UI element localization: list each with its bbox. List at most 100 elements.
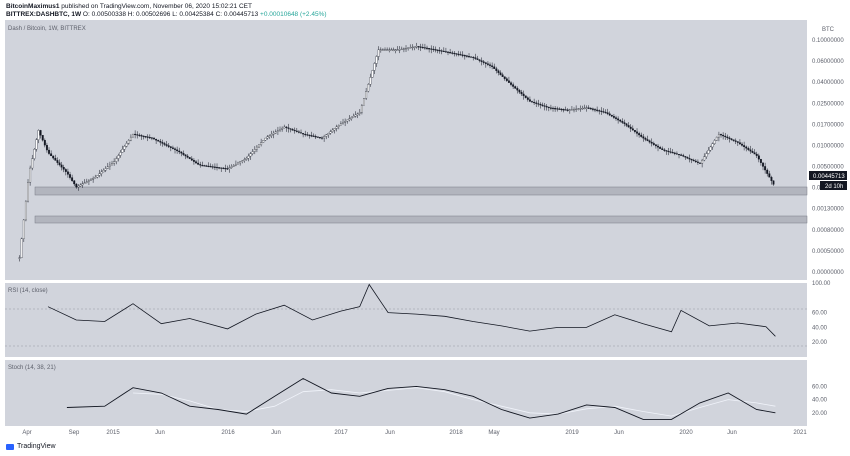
candle-body xyxy=(348,118,351,121)
candle-body xyxy=(640,134,643,137)
rsi-axis: 100.00 60.00 40.00 20.00 xyxy=(812,281,831,346)
candle-body xyxy=(190,158,193,161)
candle-body xyxy=(373,63,376,71)
candle-body xyxy=(325,134,328,137)
candle-body xyxy=(552,107,554,109)
candle-body xyxy=(201,165,204,167)
candle-body xyxy=(188,157,191,159)
candle-body xyxy=(461,54,464,56)
candle-body xyxy=(163,143,166,145)
candle-body xyxy=(83,182,86,184)
candle-body xyxy=(203,165,206,167)
candle-body xyxy=(665,150,668,152)
candle-body xyxy=(734,140,737,142)
candle-body xyxy=(709,146,712,151)
candle-body xyxy=(398,49,401,51)
rsi-tick-label: 60.00 xyxy=(812,311,828,317)
time-tick-label: Jun xyxy=(385,430,395,436)
candle-body xyxy=(62,167,65,170)
candle-body xyxy=(562,109,565,111)
candle-body xyxy=(339,123,342,126)
candle-body xyxy=(392,49,395,51)
candle-body xyxy=(402,48,405,50)
candle-body xyxy=(174,148,176,150)
candle-body xyxy=(60,164,63,168)
candle-body xyxy=(625,123,628,126)
candle-body xyxy=(623,122,626,124)
support-zone-upper xyxy=(34,186,808,196)
candle-body xyxy=(182,153,185,155)
candle-body xyxy=(478,59,481,61)
candle-body xyxy=(213,166,216,168)
published-text: published on TradingView.com, November 0… xyxy=(61,3,252,10)
last-price-value: 0.00445713 xyxy=(813,174,845,180)
candle-body xyxy=(453,52,456,55)
candle-body xyxy=(457,53,460,55)
stoch-k-line xyxy=(66,377,776,420)
candle-body xyxy=(608,113,611,116)
candle-body xyxy=(144,136,147,138)
candle-body xyxy=(377,49,380,57)
candle-body xyxy=(228,167,231,169)
rsi-pane-bg xyxy=(5,283,807,357)
candle-body xyxy=(432,48,435,51)
candle-body xyxy=(484,62,487,64)
candle-body xyxy=(379,49,382,51)
candle-body xyxy=(27,182,29,202)
candle-body xyxy=(684,156,687,158)
time-tick-label: Jun xyxy=(727,430,737,436)
candle-body xyxy=(663,149,666,151)
candle-body xyxy=(39,130,42,136)
candle-body xyxy=(600,110,603,112)
candle-body xyxy=(661,148,664,150)
candle-body xyxy=(757,155,760,160)
candle-body xyxy=(444,51,447,53)
candle-body xyxy=(711,143,714,148)
time-tick-label: May xyxy=(488,430,499,436)
candle-body xyxy=(764,166,767,171)
candle-body xyxy=(675,153,678,155)
time-axis: Apr Sep 2015 Jun 2016 Jun 2017 Jun 2018 May 2019 Ju… xyxy=(22,430,807,436)
candle-body xyxy=(43,140,46,146)
candle-body xyxy=(24,200,27,221)
price-tick-label: 0.00050000 xyxy=(812,249,844,255)
candle-body xyxy=(497,70,500,73)
candle-body xyxy=(474,57,477,59)
candle-body xyxy=(545,106,548,108)
candle-body xyxy=(297,131,300,133)
stoch-d-line xyxy=(132,387,776,417)
main-chart-title: Dash / Bitcoin, 1W, BITTREX xyxy=(8,26,86,32)
candle-body xyxy=(556,108,559,110)
candle-body xyxy=(237,162,239,165)
candle-body xyxy=(224,168,227,170)
candle-body xyxy=(696,161,699,163)
candle-body xyxy=(69,174,71,178)
candle-body xyxy=(310,135,313,137)
candle-body xyxy=(566,109,569,111)
candle-body xyxy=(125,143,128,147)
time-tick-label: 2017 xyxy=(334,430,348,436)
candle-body xyxy=(459,54,462,56)
candle-body xyxy=(73,180,76,185)
candle-body xyxy=(476,58,479,60)
stoch-title: Stoch (14, 38, 21) xyxy=(8,365,56,371)
candle-body xyxy=(356,113,359,116)
candle-body xyxy=(638,133,641,136)
candle-body xyxy=(501,74,504,77)
candle-body xyxy=(138,134,141,136)
candle-body xyxy=(736,141,739,143)
candle-body xyxy=(249,153,252,157)
candle-body xyxy=(22,219,25,239)
candle-body xyxy=(470,56,473,58)
candle-body xyxy=(192,160,195,162)
last-price-tag xyxy=(809,171,847,180)
candle-body xyxy=(715,136,718,141)
candle-body xyxy=(768,173,771,178)
candle-body xyxy=(602,111,605,113)
candle-body xyxy=(558,108,561,110)
candle-body xyxy=(762,162,764,167)
support-zone-lower xyxy=(34,215,808,224)
candle-body xyxy=(560,108,563,111)
candle-body xyxy=(77,185,80,188)
